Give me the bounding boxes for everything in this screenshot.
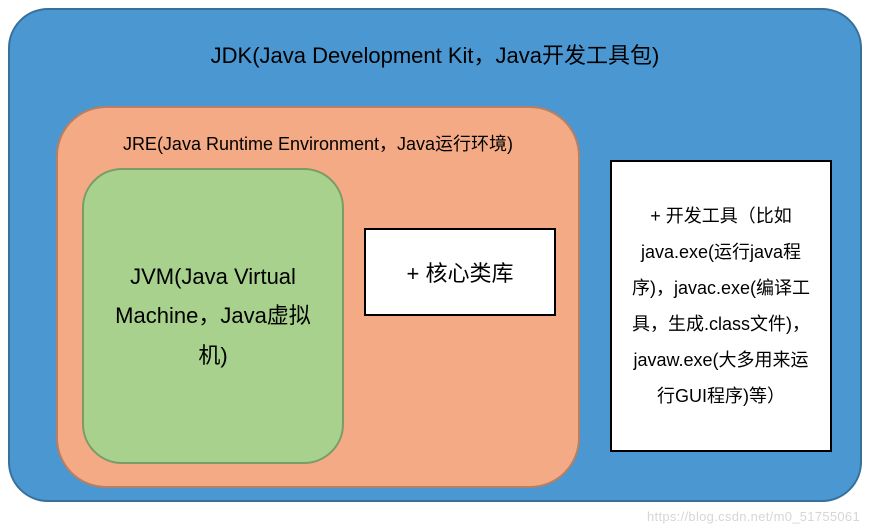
watermark: https://blog.csdn.net/m0_51755061 [647, 509, 860, 524]
core-library-box: + 核心类库 [364, 228, 556, 316]
jvm-box: JVM(Java Virtual Machine，Java虚拟机) [82, 168, 344, 464]
core-library-label: + 核心类库 [407, 256, 514, 288]
jre-container: JRE(Java Runtime Environment，Java运行环境) J… [56, 106, 580, 488]
jre-title: JRE(Java Runtime Environment，Java运行环境) [58, 130, 578, 156]
jdk-container: JDK(Java Development Kit，Java开发工具包) JRE(… [8, 8, 862, 502]
jvm-label: JVM(Java Virtual Machine，Java虚拟机) [112, 257, 314, 376]
dev-tools-box: + 开发工具（比如java.exe(运行java程序)，javac.exe(编译… [610, 160, 832, 452]
jdk-title: JDK(Java Development Kit，Java开发工具包) [10, 38, 860, 70]
dev-tools-label: + 开发工具（比如java.exe(运行java程序)，javac.exe(编译… [630, 198, 812, 414]
